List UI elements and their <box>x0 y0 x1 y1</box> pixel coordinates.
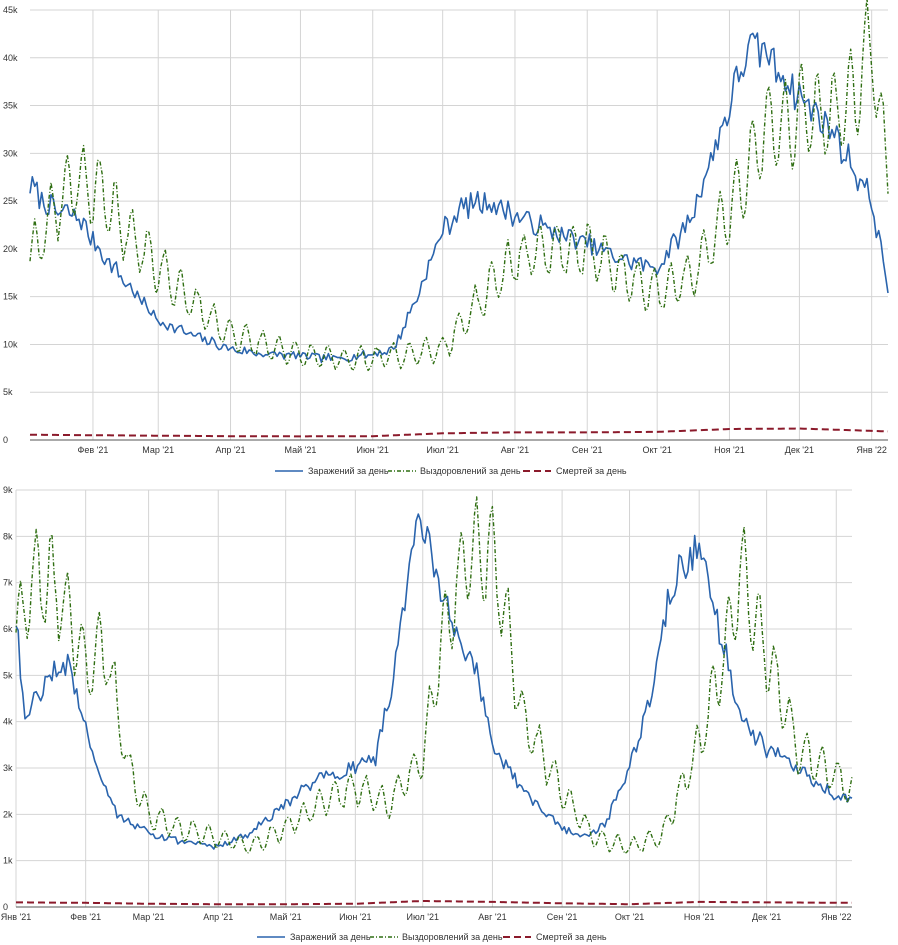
grid <box>15 489 852 908</box>
y-tick-label: 9k <box>3 485 13 495</box>
legend-label-recoveries: Выздоровлений за день <box>420 466 521 476</box>
y-tick-label: 0 <box>3 902 8 912</box>
chart-daily-cases-top: 0 5k 10k 15k 20k 25k 30k 35k 40k 45k Фев '21 Мар '… <box>3 0 889 476</box>
y-tick-label: 45k <box>3 5 18 15</box>
legend-label-deaths: Смертей за день <box>556 466 627 476</box>
legend: Заражений за день Выздоровлений за день … <box>275 466 627 476</box>
legend-label-infections: Заражений за день <box>290 932 371 942</box>
x-tick-label: Янв '22 <box>856 445 886 455</box>
x-tick-label: Июл '21 <box>407 912 440 922</box>
y-tick-label: 20k <box>3 244 18 254</box>
x-tick-label: Окт '21 <box>615 912 644 922</box>
legend: Заражений за день Выздоровлений за день … <box>257 932 607 942</box>
x-tick-label: Окт '21 <box>642 445 671 455</box>
legend-label-infections: Заражений за день <box>308 466 389 476</box>
legend-label-recoveries: Выздоровлений за день <box>402 932 503 942</box>
y-tick-label: 40k <box>3 53 18 63</box>
series-line-deaths <box>16 900 852 906</box>
y-axis-ticks: 0 1k 2k 3k 4k 5k 6k 7k 8k 9k <box>3 485 13 912</box>
y-tick-label: 7k <box>3 578 13 588</box>
y-tick-label: 0 <box>3 435 8 445</box>
y-tick-label: 1k <box>3 856 13 866</box>
series-lines <box>29 0 889 438</box>
x-tick-label: Май '21 <box>270 912 302 922</box>
chart-top-svg: 0 5k 10k 15k 20k 25k 30k 35k 40k 45k Фев '21 Мар '… <box>3 0 889 476</box>
x-tick-label: Сен '21 <box>572 445 603 455</box>
series-line-infections <box>15 513 853 850</box>
y-tick-label: 4k <box>3 717 13 727</box>
x-tick-label: Мар '21 <box>142 445 174 455</box>
chart-bottom-svg: 0 1k 2k 3k 4k 5k 6k 7k 8k 9k Янв '21 Фев '21 Мар '2… <box>1 485 853 942</box>
x-tick-label: Июл '21 <box>426 445 459 455</box>
y-tick-label: 6k <box>3 624 13 634</box>
y-tick-label: 15k <box>3 292 18 302</box>
series-line-deaths <box>29 427 889 438</box>
x-tick-label: Фев '21 <box>70 912 101 922</box>
x-tick-label: Авг '21 <box>501 445 529 455</box>
y-tick-label: 5k <box>3 670 13 680</box>
y-tick-label: 8k <box>3 531 13 541</box>
x-tick-label: Апр '21 <box>215 445 245 455</box>
x-tick-label: Ноя '21 <box>684 912 715 922</box>
y-axis-ticks: 0 5k 10k 15k 20k 25k 30k 35k 40k 45k <box>3 5 18 445</box>
x-tick-label: Янв '22 <box>821 912 851 922</box>
series-line-recoveries <box>29 0 889 372</box>
y-tick-label: 3k <box>3 763 13 773</box>
x-tick-label: Июн '21 <box>357 445 389 455</box>
y-tick-label: 30k <box>3 148 18 158</box>
y-tick-label: 10k <box>3 339 18 349</box>
legend-label-deaths: Смертей за день <box>536 932 607 942</box>
x-tick-label: Сен '21 <box>547 912 578 922</box>
x-axis-ticks: Янв '21 Фев '21 Мар '21 Апр '21 Май '21 Июн '… <box>1 912 852 922</box>
series-lines <box>15 496 853 906</box>
y-tick-label: 2k <box>3 809 13 819</box>
series-line-infections <box>29 32 889 364</box>
x-tick-label: Авг '21 <box>478 912 506 922</box>
y-tick-label: 25k <box>3 196 18 206</box>
y-tick-label: 5k <box>3 387 13 397</box>
chart-daily-cases-bottom: 0 1k 2k 3k 4k 5k 6k 7k 8k 9k Янв '21 Фев '21 Мар '2… <box>0 480 898 945</box>
y-tick-label: 35k <box>3 101 18 111</box>
x-tick-label: Дек '21 <box>785 445 814 455</box>
grid <box>30 9 888 441</box>
x-tick-label: Фев '21 <box>78 445 109 455</box>
x-tick-label: Ноя '21 <box>714 445 745 455</box>
series-line-recoveries <box>15 496 853 855</box>
x-tick-label: Май '21 <box>285 445 317 455</box>
x-tick-label: Мар '21 <box>133 912 165 922</box>
x-tick-label: Дек '21 <box>752 912 781 922</box>
x-tick-label: Апр '21 <box>203 912 233 922</box>
x-axis-ticks: Фев '21 Мар '21 Апр '21 Май '21 Июн '21 Июл '… <box>78 445 887 455</box>
x-tick-label: Июн '21 <box>339 912 371 922</box>
x-tick-label: Янв '21 <box>1 912 31 922</box>
